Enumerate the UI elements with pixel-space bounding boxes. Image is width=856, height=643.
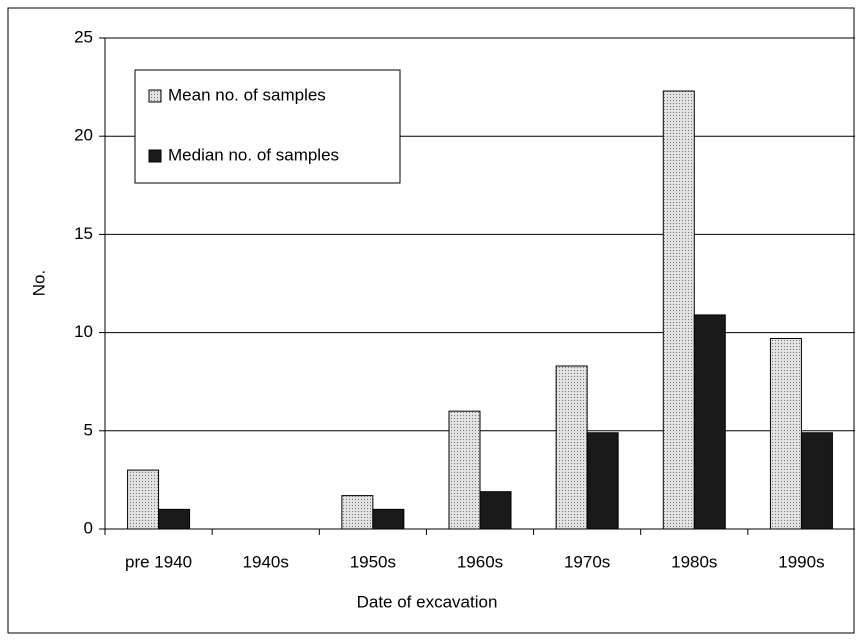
bar — [555, 365, 588, 530]
bar — [769, 337, 802, 530]
legend-label: Mean no. of samples — [168, 85, 326, 104]
x-tick-label: 1960s — [457, 552, 503, 571]
x-tick-label: 1980s — [671, 552, 717, 571]
bar — [586, 432, 619, 530]
legend-label: Median no. of samples — [168, 145, 339, 164]
legend-swatch — [148, 149, 162, 163]
bar — [127, 469, 160, 530]
bar — [800, 432, 833, 530]
x-tick-label: 1940s — [243, 552, 289, 571]
bar — [479, 491, 512, 530]
x-tick-label: pre 1940 — [125, 552, 192, 571]
bar — [372, 508, 405, 530]
x-tick-label: 1950s — [350, 552, 396, 571]
y-tick-label: 5 — [84, 420, 93, 439]
y-axis-label: No. — [29, 270, 48, 296]
legend — [134, 69, 401, 184]
y-tick-label: 10 — [74, 322, 93, 341]
bar — [158, 508, 191, 530]
y-tick-label: 15 — [74, 224, 93, 243]
x-tick-label: 1990s — [778, 552, 824, 571]
bar — [341, 495, 374, 530]
x-axis-label: Date of excavation — [357, 592, 498, 611]
x-tick-label: 1970s — [564, 552, 610, 571]
bar — [448, 410, 481, 530]
bar — [693, 314, 726, 530]
y-tick-label: 20 — [74, 126, 93, 145]
y-tick-label: 0 — [84, 518, 93, 537]
legend-swatch — [148, 89, 162, 103]
bar — [662, 90, 695, 530]
y-tick-label: 25 — [74, 27, 93, 46]
